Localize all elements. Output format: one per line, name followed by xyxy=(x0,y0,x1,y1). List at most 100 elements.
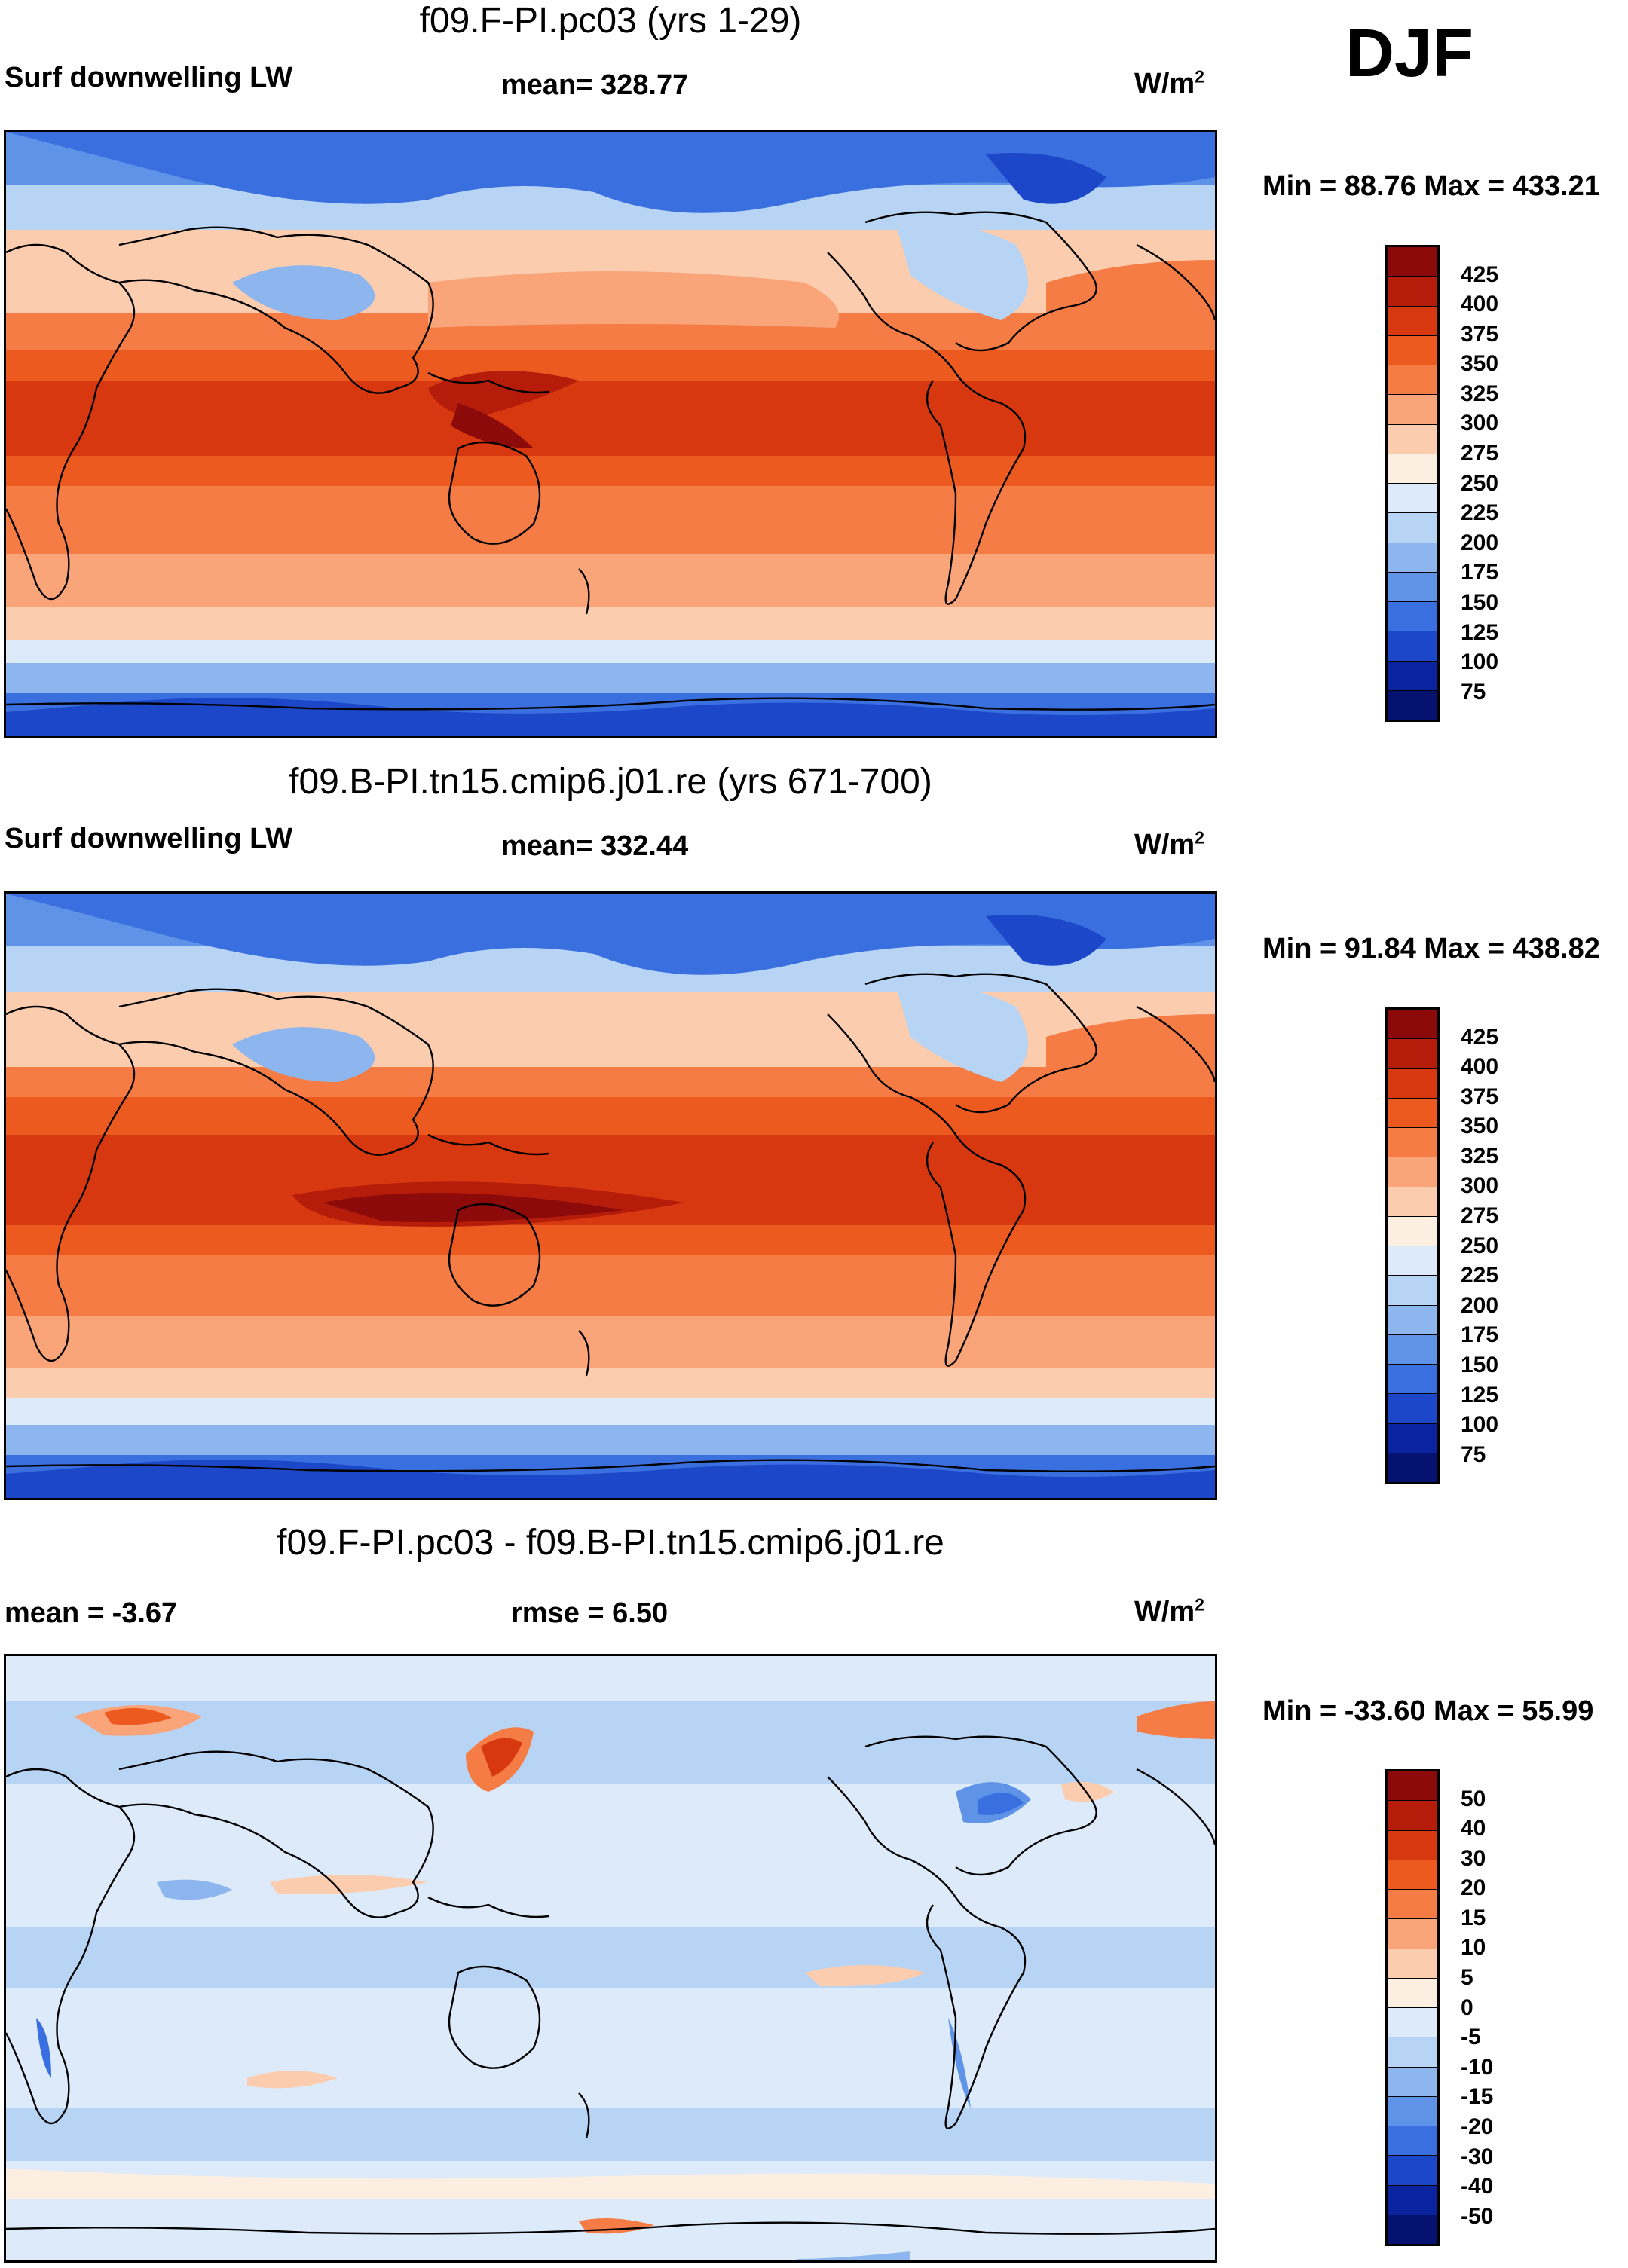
panel-2-left-label: Surf downwelling LW xyxy=(5,823,293,854)
panel-1-colorbar-ticks: 425 400 375 350 325 300 275 250 225 200 … xyxy=(1461,245,1551,722)
panel-3-colorbar-swatch xyxy=(1388,1919,1437,1949)
panel-2-colorbar-swatch xyxy=(1388,1039,1437,1069)
panel-2-colorbar-swatch xyxy=(1388,1010,1437,1040)
panel-1-tick: 375 xyxy=(1461,322,1499,347)
panel-3-rmse-label: rmse = 6.50 xyxy=(511,1597,669,1629)
panel-1-units: W/m2 xyxy=(1134,66,1204,99)
panel-2-tick: 150 xyxy=(1461,1353,1499,1377)
panel-1-colorbar-swatch xyxy=(1388,247,1437,277)
panel-1-tick: 400 xyxy=(1461,292,1499,316)
panel-3-tick: -5 xyxy=(1461,2025,1481,2049)
panel-1-tick: 125 xyxy=(1461,620,1499,645)
panel-3-colorbar-swatch xyxy=(1388,1801,1437,1831)
panel-1-tick: 350 xyxy=(1461,351,1499,376)
panel-1-tick: 325 xyxy=(1461,381,1499,406)
panel-3-coastlines xyxy=(6,1735,1215,2235)
panel-1-tick: 425 xyxy=(1461,262,1499,287)
panel-3-title: f09.F-PI.pc03 - f09.B-PI.tn15.cmip6.j01.… xyxy=(277,1523,944,1563)
panel-1-colorbar-swatch xyxy=(1388,631,1437,662)
panel-2-minmax: Min = 91.84 Max = 438.82 xyxy=(1262,933,1600,964)
panel-1-tick: 175 xyxy=(1461,560,1499,585)
panel-3-colorbar-swatch xyxy=(1388,1830,1437,1860)
panel-2-tick: 375 xyxy=(1461,1084,1499,1109)
panel-2-colorbar-swatch xyxy=(1388,1128,1437,1158)
panel-3-colorbar-swatch xyxy=(1388,1978,1437,2008)
panel-3-colorbar-swatch xyxy=(1388,2156,1437,2186)
panel-1-tick: 75 xyxy=(1461,680,1486,705)
panel-2-tick: 425 xyxy=(1461,1025,1499,1050)
panel-2-colorbar-swatch xyxy=(1388,1157,1437,1187)
panel-3-tick: -10 xyxy=(1461,2055,1494,2080)
panel-1-colorbar-swatch xyxy=(1388,513,1437,543)
panel-1-tick: 275 xyxy=(1461,441,1499,466)
panel-3-map xyxy=(4,1654,1217,2263)
panel-3-field xyxy=(6,1656,1215,2260)
panel-1-colorbar-swatch xyxy=(1388,543,1437,573)
panel-1-left-label: Surf downwelling LW xyxy=(5,62,293,93)
panel-2-colorbar-swatch xyxy=(1388,1098,1437,1128)
panel-1-colorbar xyxy=(1385,245,1440,722)
panel-1-colorbar-swatch xyxy=(1388,572,1437,602)
panel-1-minmax: Min = 88.76 Max = 433.21 xyxy=(1262,170,1600,202)
panel-3-tick: -50 xyxy=(1461,2204,1494,2229)
panel-3-tick: -15 xyxy=(1461,2084,1494,2109)
panel-2-colorbar-swatch xyxy=(1388,1453,1437,1482)
panel-3-tick: 10 xyxy=(1461,1935,1486,1960)
panel-2-colorbar-swatch xyxy=(1388,1246,1437,1276)
panel-3-colorbar-swatch xyxy=(1388,2096,1437,2126)
panel-3-tick: 0 xyxy=(1461,1995,1473,2020)
panel-3-map-svg xyxy=(6,1656,1215,2260)
panel-2-colorbar xyxy=(1385,1007,1440,1484)
panel-1-colorbar-swatch xyxy=(1388,277,1437,307)
panel-3-colorbar-swatch xyxy=(1388,1860,1437,1890)
panel-1-colorbar-swatch xyxy=(1388,335,1437,365)
panel-3-tick: -20 xyxy=(1461,2114,1494,2139)
panel-2-coastlines xyxy=(6,973,1215,1472)
panel-1-colorbar-swatch xyxy=(1388,602,1437,632)
panel-3-colorbar-swatch xyxy=(1388,2008,1437,2038)
panel-2-colorbar-swatch xyxy=(1388,1187,1437,1217)
panel-2-tick: 125 xyxy=(1461,1383,1499,1408)
panel-1-tick: 250 xyxy=(1461,471,1499,496)
panel-1-colorbar-swatch xyxy=(1388,484,1437,514)
panel-1-tick: 225 xyxy=(1461,500,1499,525)
panel-2-mean-label: mean= 332.44 xyxy=(501,830,689,862)
panel-1-tick: 100 xyxy=(1461,650,1499,674)
panel-2-map-svg xyxy=(6,894,1215,1498)
panel-2-field xyxy=(6,894,1215,1498)
panel-2-tick: 75 xyxy=(1461,1442,1486,1467)
panel-3-colorbar-swatch xyxy=(1388,2037,1437,2068)
season-label: DJF xyxy=(1345,16,1474,91)
panel-1-map xyxy=(4,130,1217,738)
panel-1-field xyxy=(6,132,1215,736)
panel-3-colorbar-swatch xyxy=(1388,2126,1437,2156)
panel-2-title: f09.B-PI.tn15.cmip6.j01.re (yrs 671-700) xyxy=(289,762,932,802)
panel-3-colorbar-swatch xyxy=(1388,1771,1437,1802)
panel-1-coastlines xyxy=(6,211,1215,711)
panel-2-colorbar-swatch xyxy=(1388,1216,1437,1246)
panel-1-colorbar-swatch xyxy=(1388,306,1437,336)
panel-3-colorbar-swatch xyxy=(1388,2185,1437,2215)
panel-3-tick: -40 xyxy=(1461,2174,1494,2199)
panel-3-colorbar-swatch xyxy=(1388,1890,1437,1920)
panel-1-map-svg xyxy=(6,132,1215,736)
panel-1-colorbar-swatch xyxy=(1388,661,1437,691)
panel-1-tick: 200 xyxy=(1461,530,1499,555)
panel-3-tick: 40 xyxy=(1461,1816,1486,1841)
panel-3-tick: 15 xyxy=(1461,1906,1486,1930)
panel-2-colorbar-ticks: 425 400 375 350 325 300 275 250 225 200 … xyxy=(1461,1007,1551,1484)
panel-3-mean-label: mean = -3.67 xyxy=(5,1597,178,1629)
panel-2-units: W/m2 xyxy=(1134,827,1204,860)
panel-2-colorbar-swatch xyxy=(1388,1394,1437,1424)
panel-2-colorbar-swatch xyxy=(1388,1423,1437,1453)
panel-3-minmax: Min = -33.60 Max = 55.99 xyxy=(1262,1695,1594,1727)
panel-2-colorbar-swatch xyxy=(1388,1334,1437,1365)
panel-2-tick: 300 xyxy=(1461,1173,1499,1198)
panel-1-colorbar-swatch xyxy=(1388,395,1437,425)
panel-3-tick: 20 xyxy=(1461,1875,1486,1900)
panel-2-tick: 225 xyxy=(1461,1263,1499,1288)
panel-1-title: f09.F-PI.pc03 (yrs 1-29) xyxy=(419,1,802,41)
panel-1-colorbar-swatch xyxy=(1388,454,1437,484)
panel-3-colorbar-swatch xyxy=(1388,2067,1437,2097)
panel-2-map xyxy=(4,891,1217,1500)
